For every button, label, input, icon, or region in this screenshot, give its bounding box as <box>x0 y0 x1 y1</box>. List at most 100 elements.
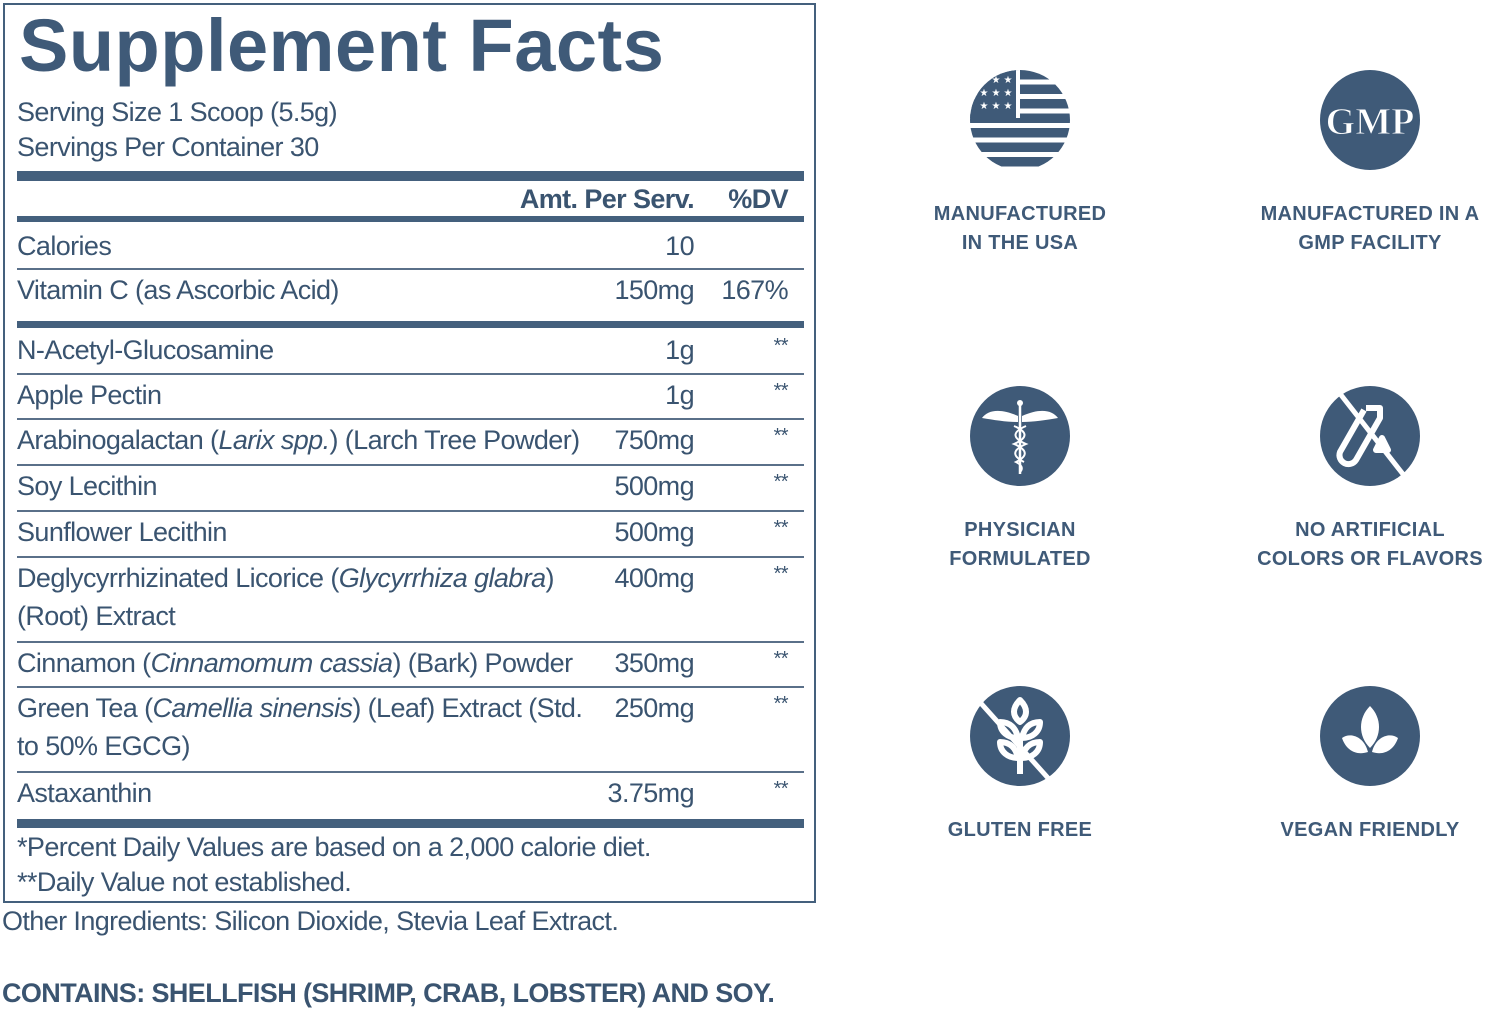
badge-label: NO ARTIFICIAL COLORS OR FLAVORS <box>1220 516 1500 574</box>
nutrient-amount: 150mg <box>614 275 694 305</box>
nutrient-amount: 350mg <box>614 648 694 678</box>
divider <box>17 819 804 828</box>
badge-label: PHYSICIAN FORMULATED <box>870 516 1170 574</box>
nutrient-amount: 1g <box>665 335 694 365</box>
divider <box>17 321 804 328</box>
nutrient-name: Soy Lecithin <box>17 471 157 501</box>
nutrient-name: Cinnamon (Cinnamomum cassia) (Bark) Powd… <box>17 644 602 682</box>
latin-name: Camellia sinensis <box>152 693 353 723</box>
divider <box>17 216 804 222</box>
nutrient-dv: ** <box>773 693 789 715</box>
divider <box>17 771 804 773</box>
nutrient-name: Green Tea (Camellia sinensis) (Leaf) Ext… <box>17 689 602 765</box>
badge-leaf: VEGAN FRIENDLY <box>1220 686 1500 845</box>
no-wheat-icon <box>970 686 1070 786</box>
name-part: Green Tea ( <box>17 693 153 723</box>
divider <box>17 171 804 181</box>
other-ingredients: Other Ingredients: Silicon Dioxide, Stev… <box>2 906 619 936</box>
svg-text:★: ★ <box>1004 75 1013 86</box>
nutrient-dv: ** <box>773 563 789 585</box>
nutrient-dv: ** <box>773 335 789 357</box>
badge-label-line1: GLUTEN FREE <box>947 819 1093 841</box>
nutrient-dv: ** <box>773 648 789 670</box>
name-part: ) (Bark) Powder <box>392 648 573 678</box>
dv-header: %DV <box>728 184 788 214</box>
svg-text:★: ★ <box>980 101 989 112</box>
nutrient-dv: ** <box>773 425 789 447</box>
name-part: ) (Leaf) Extract (Std. to 50% EGCG) <box>17 693 583 761</box>
latin-name: Larix spp. <box>218 425 330 455</box>
svg-text:★: ★ <box>992 75 1001 86</box>
badge-gmp: GMP MANUFACTURED IN A GMP FACILITY <box>1220 70 1500 258</box>
divider <box>17 464 804 466</box>
us-flag-icon: ★ ★ ★★ ★ ★★ ★ ★ <box>970 70 1070 167</box>
badge-label-line2: FORMULATED <box>949 548 1091 570</box>
allergen-statement: CONTAINS: SHELLFISH (SHRIMP, CRAB, LOBST… <box>2 978 775 1008</box>
divider <box>17 373 804 375</box>
nutrient-amount: 250mg <box>614 693 694 723</box>
svg-text:★: ★ <box>980 75 989 86</box>
badge-caduceus: PHYSICIAN FORMULATED <box>870 386 1170 574</box>
nutrient-name: Calories <box>17 231 112 261</box>
gmp-icon: GMP <box>1320 70 1420 170</box>
badge-label: MANUFACTURED IN THE USA <box>870 200 1170 258</box>
divider <box>17 418 804 420</box>
nutrient-name: Sunflower Lecithin <box>17 517 227 547</box>
badge-label: VEGAN FRIENDLY <box>1220 816 1500 845</box>
amount-header: Amt. Per Serv. <box>519 184 695 214</box>
nutrient-dv: ** <box>773 517 789 539</box>
badge-no-wheat: GLUTEN FREE <box>870 686 1170 845</box>
nutrient-amount: 750mg <box>614 425 694 455</box>
divider <box>17 686 804 688</box>
name-part: ) (Larch Tree Powder) <box>329 425 581 455</box>
latin-name: Glycyrrhiza glabra <box>338 563 546 593</box>
footnote-dv: *Percent Daily Values are based on a 2,0… <box>17 832 651 862</box>
panel-title: Supplement Facts <box>19 4 665 87</box>
nutrient-name: Vitamin C (as Ascorbic Acid) <box>17 275 339 305</box>
name-part: Arabinogalactan ( <box>17 425 219 455</box>
name-part: ) (Root) Extract <box>17 563 555 631</box>
nutrient-amount: 500mg <box>614 517 694 547</box>
name-part: Cinnamon ( <box>17 648 151 678</box>
nutrient-name: Astaxanthin <box>17 778 152 808</box>
badge-label-line2: COLORS OR FLAVORS <box>1257 548 1483 570</box>
nutrient-amount: 3.75mg <box>607 778 695 808</box>
divider <box>17 556 804 558</box>
nutrient-name: Apple Pectin <box>17 380 162 410</box>
nutrient-dv: 167% <box>721 275 788 305</box>
nutrient-dv: ** <box>773 380 789 402</box>
divider <box>17 268 804 270</box>
badge-label-line1: MANUFACTURED IN A <box>1260 203 1480 225</box>
caduceus-icon <box>970 386 1070 486</box>
serving-size: Serving Size 1 Scoop (5.5g) <box>17 97 338 127</box>
nutrient-amount: 1g <box>665 380 694 410</box>
nutrient-dv: ** <box>773 778 789 800</box>
badge-us-flag: ★ ★ ★ ★ ★ ★ ★ ★ ★ MANUFACTURED IN THE USA <box>870 70 1170 258</box>
nutrient-name: Arabinogalactan (Larix spp.) (Larch Tree… <box>17 421 602 459</box>
nutrient-amount: 500mg <box>614 471 694 501</box>
svg-text:★: ★ <box>992 101 1001 112</box>
badge-label-line1: VEGAN FRIENDLY <box>1280 819 1460 841</box>
svg-text:GMP: GMP <box>1326 101 1415 143</box>
nutrient-name: Deglycyrrhizinated Licorice (Glycyrrhiza… <box>17 559 602 635</box>
supplement-facts-panel: Supplement Facts Serving Size 1 Scoop (5… <box>3 3 816 903</box>
footnote-not-established: **Daily Value not established. <box>17 867 352 897</box>
svg-text:★: ★ <box>980 88 989 99</box>
svg-text:★: ★ <box>992 88 1001 99</box>
badge-label: MANUFACTURED IN A GMP FACILITY <box>1220 200 1500 258</box>
leaf-icon <box>1320 686 1420 786</box>
nutrient-amount: 400mg <box>614 563 694 593</box>
nutrient-name: N-Acetyl-Glucosamine <box>17 335 274 365</box>
nutrient-dv: ** <box>773 471 789 493</box>
badge-label-line2: GMP FACILITY <box>1298 232 1442 254</box>
badge-label-line1: PHYSICIAN <box>964 519 1076 541</box>
name-part: Deglycyrrhizinated Licorice ( <box>17 563 339 593</box>
nutrient-amount: 10 <box>665 231 694 261</box>
badge-label: GLUTEN FREE <box>870 816 1170 845</box>
badge-label-line2: IN THE USA <box>961 232 1079 254</box>
divider <box>17 510 804 512</box>
no-test-tube-icon <box>1320 386 1420 486</box>
svg-text:★: ★ <box>1004 88 1013 99</box>
badge-label-line1: MANUFACTURED <box>933 203 1107 225</box>
servings-per-container: Servings Per Container 30 <box>17 132 319 162</box>
